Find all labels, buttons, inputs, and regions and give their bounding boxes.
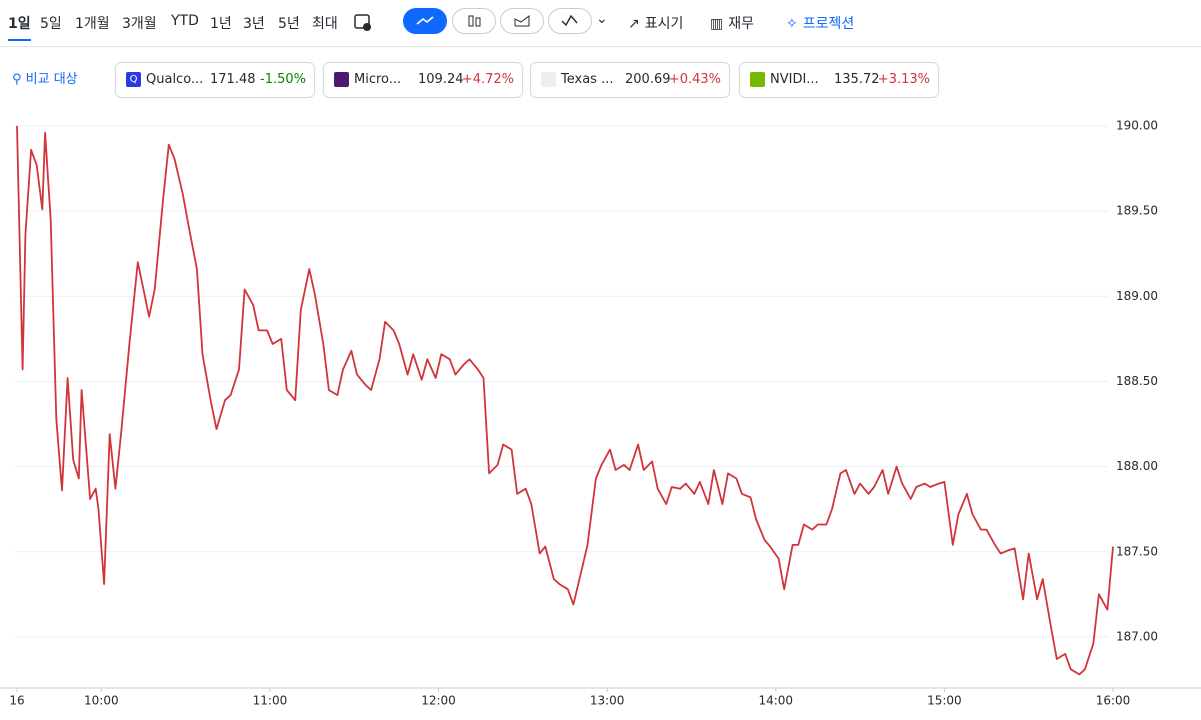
line-chart-button[interactable] (403, 8, 447, 34)
area-chart-button[interactable] (500, 8, 544, 34)
candle-chart-button[interactable] (452, 8, 496, 34)
x-tick-label: 16 (9, 694, 24, 708)
chip-icon: Q (126, 72, 141, 87)
x-tick-label: 11:00 (253, 694, 288, 708)
chip-price: 171.48 (210, 72, 256, 87)
toolbar: 1일 5일 1개월 3개월 YTD 1년 3년 5년 최대 ⌄ ↗ 표시기 ▥ 재무 ✧ 프로젝션 (0, 0, 1201, 47)
compare-chip[interactable]: Micro... 109.24 +4.72% (323, 62, 523, 98)
y-tick-label: 187.50 (1116, 544, 1158, 558)
tool-icon: ↗ (628, 16, 640, 32)
range-tab[interactable]: 3개월 (122, 16, 157, 32)
x-tick-label: 14:00 (758, 694, 793, 708)
tool-icon: ▥ (710, 16, 724, 32)
x-tick-label: 15:00 (927, 694, 962, 708)
x-tick-label: 13:00 (590, 694, 625, 708)
y-tick-label: 190.00 (1116, 119, 1158, 133)
y-tick-label: 188.00 (1116, 459, 1158, 473)
y-tick-label: 189.00 (1116, 289, 1158, 303)
x-tick-label: 10:00 (84, 694, 119, 708)
chip-change: -1.50% (260, 72, 306, 87)
chip-name: Micro... (354, 72, 402, 87)
compare-chip[interactable]: Texas ... 200.69 +0.43% (530, 62, 730, 98)
tool-button[interactable]: ↗ 표시기 (628, 13, 683, 33)
compare-text: 비교 대상 (25, 72, 78, 87)
toolbar-icons (354, 14, 371, 31)
range-tab[interactable]: 3년 (243, 16, 265, 32)
compare-chip[interactable]: Q Qualco... 171.48 -1.50% (115, 62, 315, 98)
chip-name: Texas ... (561, 72, 614, 87)
dropdown[interactable]: ⌄ (596, 11, 608, 27)
y-tick-label: 187.00 (1116, 629, 1158, 643)
tool-label: 재무 (728, 16, 754, 32)
chip-name: NVIDI... (770, 72, 819, 87)
range-tab[interactable]: 1일 (8, 13, 31, 41)
chip-icon (334, 72, 349, 87)
range-tab[interactable]: YTD (171, 13, 199, 29)
chip-change: +4.72% (461, 72, 514, 87)
range-tab[interactable]: 5년 (278, 16, 300, 32)
chip-name: Qualco... (146, 72, 204, 87)
chip-icon (750, 72, 765, 87)
range-tab[interactable]: 1년 (210, 16, 232, 32)
tool-label: 표시기 (644, 16, 684, 32)
chip-icon (541, 72, 556, 87)
range-tab[interactable]: 최대 (312, 16, 338, 32)
chip-price: 135.72 (834, 72, 880, 87)
range-tab[interactable]: 1개월 (75, 16, 110, 32)
x-tick-label: 12:00 (421, 694, 456, 708)
chip-change: +3.13% (877, 72, 930, 87)
tool-button[interactable]: ▥ 재무 (710, 13, 754, 33)
x-tick-label: 16:00 (1096, 694, 1131, 708)
tool-icon: ✧ (786, 16, 798, 32)
y-tick-label: 189.50 (1116, 204, 1158, 218)
chip-price: 200.69 (625, 72, 671, 87)
indicator-chart-button[interactable] (548, 8, 592, 34)
tool-label: 프로젝션 (802, 16, 855, 32)
y-tick-label: 188.50 (1116, 374, 1158, 388)
compare-chip[interactable]: NVIDI... 135.72 +3.13% (739, 62, 939, 98)
compare-label[interactable]: ⚲ 비교 대상 (12, 72, 78, 87)
chip-change: +0.43% (668, 72, 721, 87)
compare-bar: ⚲ 비교 대상 Q Qualco... 171.48 -1.50% Micro... 10… (0, 60, 1201, 100)
price-line (16, 125, 1114, 676)
tool-button[interactable]: ✧ 프로젝션 (786, 13, 854, 33)
range-tab[interactable]: 5일 (40, 16, 62, 32)
chip-price: 109.24 (418, 72, 464, 87)
